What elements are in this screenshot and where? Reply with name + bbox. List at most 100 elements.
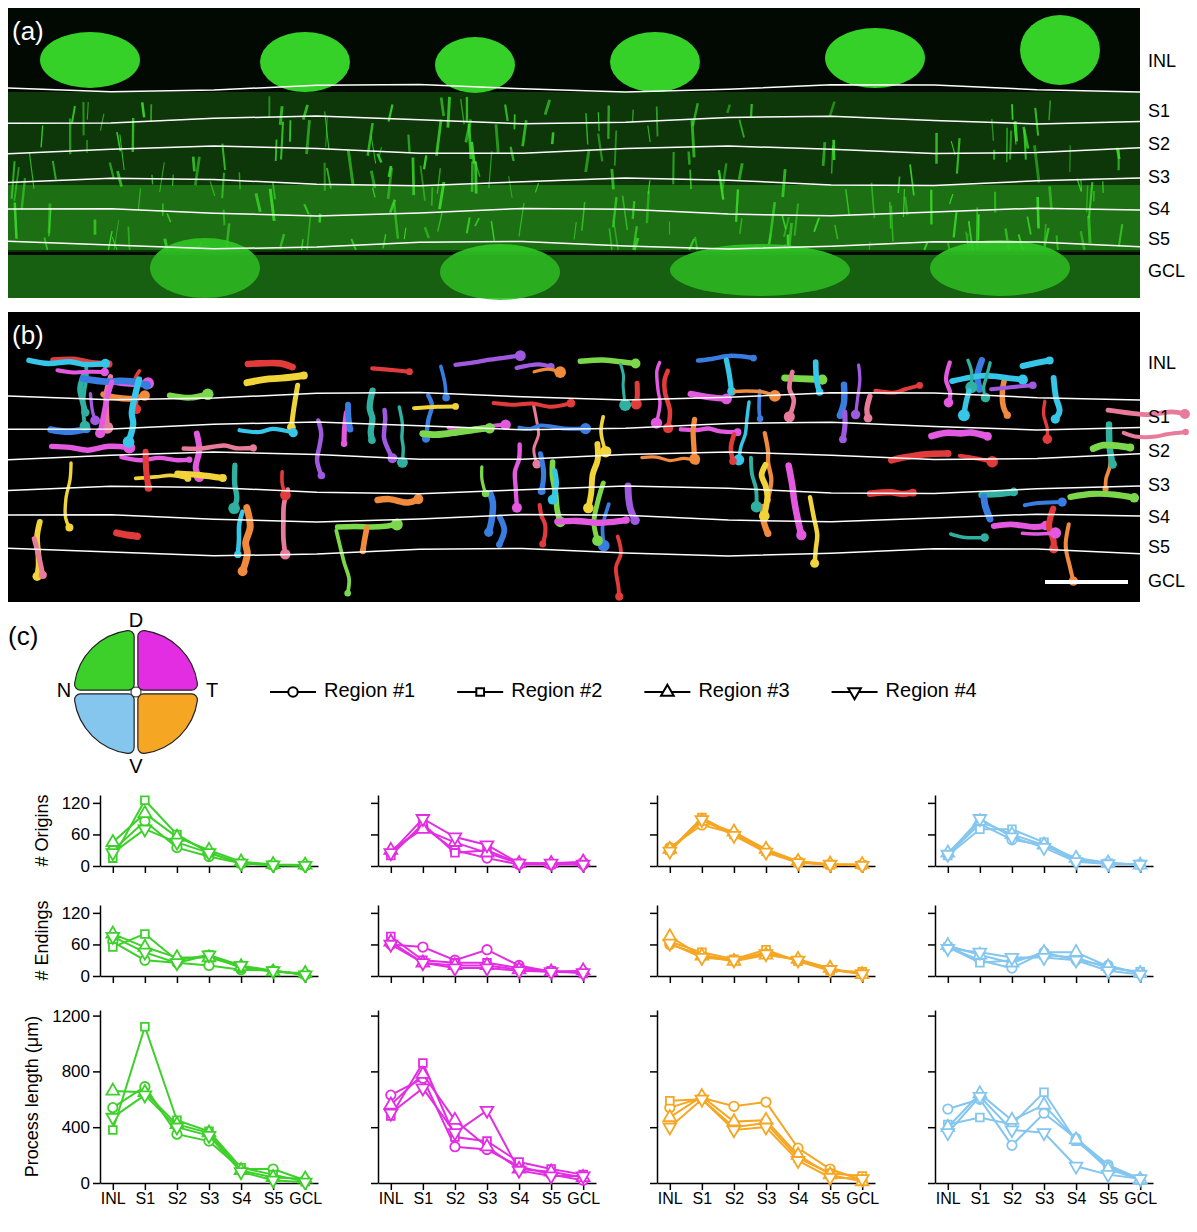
tick-label: S5 [542, 1190, 562, 1207]
x-axis [101, 976, 319, 983]
process-ending [816, 388, 824, 396]
process-ending [566, 399, 575, 408]
marker [728, 832, 741, 843]
tick: 120 [62, 794, 100, 813]
tick [766, 866, 767, 873]
process [466, 97, 469, 123]
tick-mark [391, 866, 393, 873]
tick-mark [519, 1183, 521, 1190]
tick-mark [798, 976, 800, 983]
plot-area [384, 1059, 589, 1185]
figure: INLS1S2S3S4S5GCL(a)INLS1S2S3S4S5GCL(b)(c… [0, 0, 1197, 1232]
tick-mark [423, 1183, 425, 1190]
tick [371, 944, 378, 945]
series-line [670, 1098, 862, 1180]
series-line [670, 825, 862, 865]
tick-label: S5 [264, 1190, 284, 1207]
process [789, 466, 802, 535]
process [982, 492, 1014, 495]
process-ending [757, 416, 763, 422]
process [373, 188, 375, 198]
tick: S3 [200, 1183, 220, 1207]
marker [824, 861, 837, 872]
process [616, 537, 621, 597]
tick-mark [487, 1183, 489, 1190]
tick-label: GCL [1124, 1190, 1157, 1207]
process-ending [1108, 460, 1117, 469]
tick-mark [928, 913, 935, 915]
process-ending [65, 524, 73, 532]
layer-label: S2 [1148, 441, 1170, 461]
marker [299, 862, 312, 873]
process [94, 219, 97, 234]
tick: S5 [821, 1183, 841, 1207]
process [1014, 122, 1016, 144]
process [1087, 186, 1088, 213]
process-ending [751, 501, 763, 513]
marker [139, 826, 152, 837]
y-axis: 060120 [62, 794, 101, 876]
tick-label: S5 [821, 1190, 841, 1207]
tick-mark [93, 944, 100, 946]
process [184, 445, 254, 448]
tick [371, 1127, 378, 1128]
series-line [113, 800, 305, 865]
series-line [948, 824, 1140, 864]
tick-label: S5 [1099, 1190, 1119, 1207]
process [769, 234, 771, 244]
y-axis [928, 796, 936, 867]
tick-label: S3 [200, 1190, 220, 1207]
process [1027, 217, 1030, 235]
marker [481, 964, 494, 975]
process [351, 239, 356, 250]
chart [371, 796, 597, 874]
process [438, 213, 442, 232]
tick-label: 0 [81, 857, 90, 876]
plot-area [384, 933, 589, 981]
process [750, 104, 753, 117]
marker [856, 1174, 869, 1185]
tick [650, 1016, 657, 1017]
tick-label: 0 [81, 967, 90, 986]
x-axis [658, 866, 876, 873]
tick-mark [423, 976, 425, 983]
process [53, 161, 56, 179]
process-ending [986, 456, 997, 467]
marker [1070, 957, 1083, 968]
marker [140, 817, 149, 826]
tick-mark [209, 976, 211, 983]
tick-mark [455, 1183, 457, 1190]
marker [1070, 858, 1083, 869]
marker [481, 1107, 494, 1118]
tick-mark [93, 976, 100, 978]
process [1102, 181, 1104, 193]
process-ending [750, 355, 757, 362]
process [326, 117, 328, 147]
marker [141, 1023, 149, 1031]
process [302, 239, 303, 250]
process [976, 208, 978, 242]
process [1034, 145, 1038, 182]
marker [417, 815, 430, 826]
tick [371, 976, 378, 977]
process-ending [729, 458, 737, 466]
axis-line [100, 1011, 102, 1184]
process [594, 483, 603, 541]
process [647, 191, 649, 223]
tick-label: 0 [81, 1174, 90, 1193]
process [951, 534, 985, 538]
marker [824, 1174, 837, 1185]
process [14, 167, 19, 201]
process [935, 133, 938, 164]
tick: INL [379, 1183, 404, 1207]
marker [577, 861, 590, 872]
tick-mark [93, 1015, 100, 1017]
tick: S1 [136, 1183, 156, 1207]
tick-mark [371, 1127, 378, 1129]
process [598, 112, 600, 131]
tick [487, 866, 488, 873]
tick [371, 1071, 378, 1072]
tick-label: S2 [446, 1190, 466, 1207]
tick-mark [948, 1183, 950, 1190]
tick [455, 866, 456, 873]
